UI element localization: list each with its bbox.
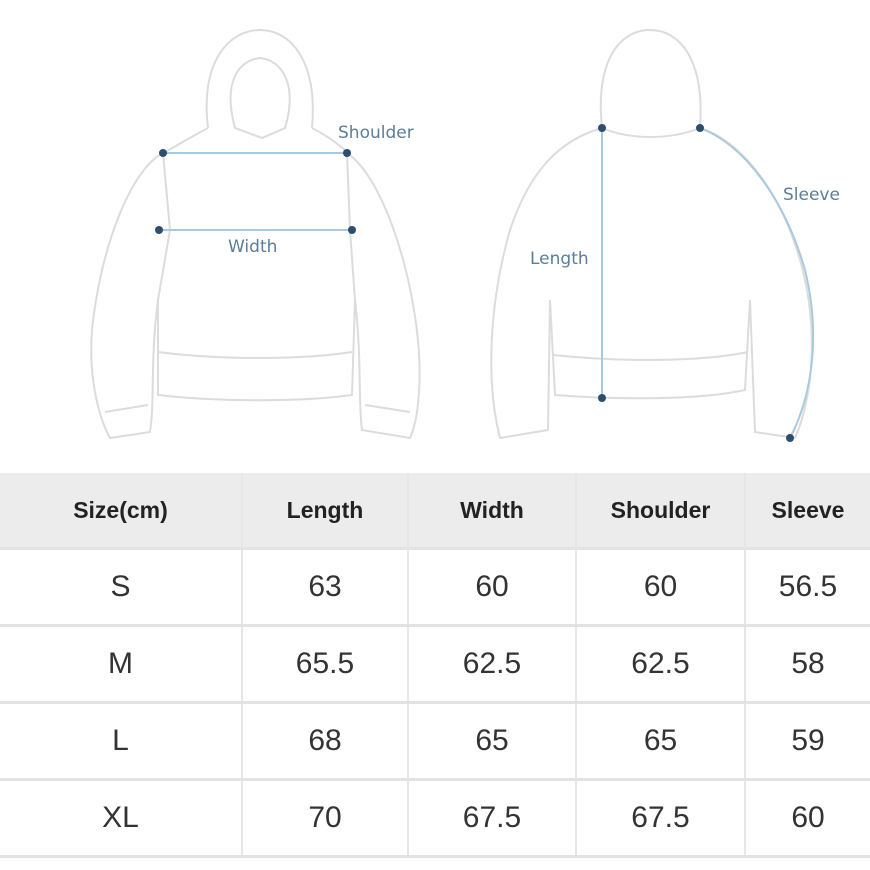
cell: 60	[408, 548, 577, 627]
length-measure	[598, 124, 606, 402]
shoulder-label: Shoulder	[338, 123, 414, 143]
width-label: Width	[228, 237, 277, 257]
table-row: XL 70 67.5 67.5 60	[0, 779, 870, 858]
cell: 70	[242, 779, 409, 858]
table-row: S 63 60 60 56.5	[0, 548, 870, 627]
cell: 56.5	[745, 548, 870, 627]
cell: 59	[745, 702, 870, 781]
cell: S	[0, 548, 243, 627]
cell: 67.5	[408, 779, 577, 858]
header-size: Size(cm)	[0, 473, 243, 550]
hoodie-front-outline	[90, 28, 421, 440]
header-sleeve: Sleeve	[745, 473, 870, 550]
width-measure	[155, 226, 356, 234]
table-row: L 68 65 65 59	[0, 702, 870, 781]
cell: 60	[576, 548, 746, 627]
cell: XL	[0, 779, 243, 858]
cell: 65	[408, 702, 577, 781]
cell: 67.5	[576, 779, 746, 858]
table-row: M 65.5 62.5 62.5 58	[0, 625, 870, 704]
cell: 62.5	[576, 625, 746, 704]
length-label: Length	[530, 249, 589, 269]
cell: 65	[576, 702, 746, 781]
hoodie-measurement-diagram: Shoulder Width Length Sleeve	[90, 28, 840, 442]
size-table: Size(cm) Length Width Shoulder Sleeve S …	[0, 473, 870, 858]
cell: L	[0, 702, 243, 781]
sleeve-label: Sleeve	[783, 185, 840, 205]
header-shoulder: Shoulder	[576, 473, 746, 550]
cell: 68	[242, 702, 409, 781]
hoodie-back-outline	[490, 28, 813, 440]
cell: 60	[745, 779, 870, 858]
header-length: Length	[242, 473, 409, 550]
cell: 63	[242, 548, 409, 627]
cell: 58	[745, 625, 870, 704]
sleeve-measure	[696, 124, 815, 442]
header-width: Width	[408, 473, 577, 550]
shoulder-measure	[159, 149, 351, 157]
cell: 65.5	[242, 625, 409, 704]
cell: 62.5	[408, 625, 577, 704]
table-header-row: Size(cm) Length Width Shoulder Sleeve	[0, 473, 870, 550]
cell: M	[0, 625, 243, 704]
